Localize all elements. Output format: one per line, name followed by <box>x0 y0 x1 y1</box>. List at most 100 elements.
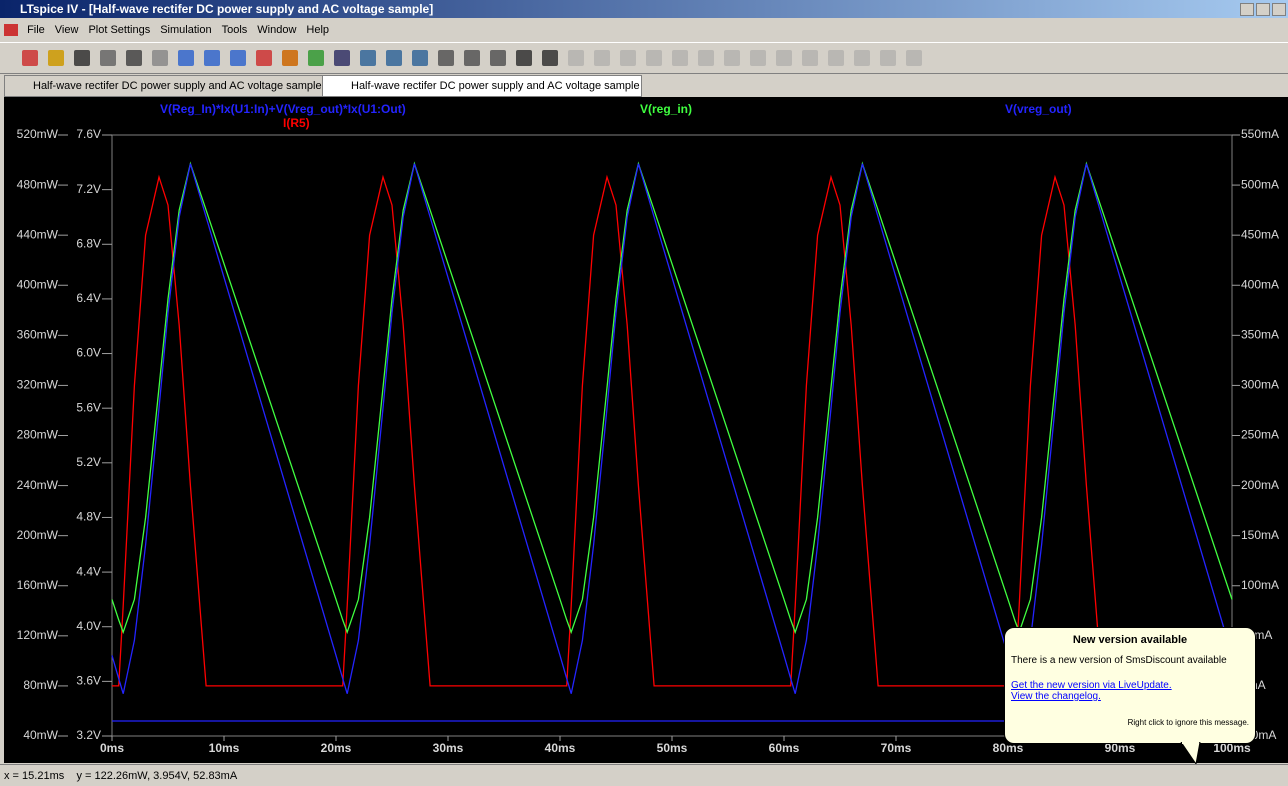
toolbar-button[interactable] <box>802 50 818 66</box>
trace-label: V(Reg_In)*Ix(U1:In)+V(Vreg_out)*Ix(U1:Ou… <box>160 102 406 116</box>
app-icon <box>4 24 18 37</box>
toolbar-button[interactable] <box>74 50 90 66</box>
toolbar-button[interactable] <box>126 50 142 66</box>
toolbar-button[interactable] <box>360 50 376 66</box>
y2-tick-label: 550mA <box>1241 127 1279 141</box>
toolbar-button[interactable] <box>490 50 506 66</box>
x-tick-label: 20ms <box>321 741 352 755</box>
x-tick-label: 70ms <box>881 741 912 755</box>
y-tick-label: 6.4V <box>76 291 101 305</box>
y-tick-label: 5.6V <box>76 400 101 414</box>
toolbar-button[interactable] <box>516 50 532 66</box>
y3-tick-label: 80mW <box>23 678 58 692</box>
toolbar-button[interactable] <box>464 50 480 66</box>
y2-tick-label: 350mA <box>1241 328 1279 342</box>
y3-tick-label: 160mW <box>17 578 59 592</box>
close-button[interactable] <box>1272 3 1286 16</box>
link[interactable]: View the changelog. <box>1011 691 1101 702</box>
y2-tick-label: 200mA <box>1241 478 1279 492</box>
x-tick-label: 10ms <box>209 741 240 755</box>
status-bar: x = 15.21ms y = 122.26mW, 3.954V, 52.83m… <box>0 764 1288 786</box>
menu-item[interactable]: Help <box>306 24 330 36</box>
y3-tick-label: 320mW <box>17 378 59 392</box>
toolbar-button[interactable] <box>282 50 298 66</box>
trace-label: I(R5) <box>283 116 310 130</box>
y-tick-label: 7.2V <box>76 182 101 196</box>
tab[interactable]: Half-wave rectifer DC power supply and A… <box>4 75 324 97</box>
toolbar-button[interactable] <box>178 50 194 66</box>
toolbar-button[interactable] <box>152 50 168 66</box>
x-tick-label: 100ms <box>1213 741 1251 755</box>
menu-bar: File View Plot Settings Simulation Tools Wind… <box>0 20 1288 40</box>
notification-balloon[interactable]: New version available There is a new ver… <box>1004 627 1256 744</box>
menu-item[interactable]: Tools <box>221 24 248 36</box>
x-tick-label: 40ms <box>545 741 576 755</box>
toolbar-button[interactable] <box>646 50 662 66</box>
toolbar-button[interactable] <box>334 50 350 66</box>
tab[interactable]: Half-wave rectifer DC power supply and A… <box>322 75 642 97</box>
y3-tick-label: 40mW <box>23 728 58 742</box>
x-tick-label: 50ms <box>657 741 688 755</box>
toolbar-button[interactable] <box>412 50 428 66</box>
trace-label: V(reg_in) <box>640 102 692 116</box>
menu-item[interactable]: File <box>27 24 45 36</box>
title-bar: LTspice IV - [Half-wave rectifer DC powe… <box>0 0 1288 18</box>
window-title: LTspice IV - [Half-wave rectifer DC powe… <box>20 2 434 16</box>
y-tick-label: 7.6V <box>76 127 101 141</box>
toolbar-button[interactable] <box>750 50 766 66</box>
toolbar-button[interactable] <box>776 50 792 66</box>
y3-tick-label: 120mW <box>17 628 59 642</box>
y3-tick-label: 200mW <box>17 528 59 542</box>
maximize-button[interactable] <box>1256 3 1270 16</box>
y2-tick-label: 250mA <box>1241 428 1279 442</box>
y3-tick-label: 520mW <box>17 127 59 141</box>
toolbar-button[interactable] <box>256 50 272 66</box>
menu-item[interactable]: Plot Settings <box>88 24 151 36</box>
toolbar-button[interactable] <box>568 50 584 66</box>
trace-label: V(vreg_out) <box>1005 102 1072 116</box>
toolbar-button[interactable] <box>230 50 246 66</box>
toolbar-button[interactable] <box>620 50 636 66</box>
toolbar-button[interactable] <box>100 50 116 66</box>
y3-tick-label: 480mW <box>17 177 59 191</box>
toolbar-button[interactable] <box>542 50 558 66</box>
x-tick-label: 60ms <box>769 741 800 755</box>
toolbar-button[interactable] <box>854 50 870 66</box>
toolbar-button[interactable] <box>672 50 688 66</box>
y3-tick-label: 280mW <box>17 428 59 442</box>
toolbar-button[interactable] <box>48 50 64 66</box>
toolbar-button[interactable] <box>828 50 844 66</box>
toolbar-button[interactable] <box>438 50 454 66</box>
y2-tick-label: 500mA <box>1241 177 1279 191</box>
y2-tick-label: 150mA <box>1241 528 1279 542</box>
toolbar-button[interactable] <box>906 50 922 66</box>
x-tick-label: 80ms <box>993 741 1024 755</box>
y-tick-label: 4.8V <box>76 510 101 524</box>
toolbar-button[interactable] <box>594 50 610 66</box>
toolbar-button[interactable] <box>308 50 324 66</box>
toolbar-button[interactable] <box>22 50 38 66</box>
y-tick-label: 6.0V <box>76 346 101 360</box>
y3-tick-label: 440mW <box>17 227 59 241</box>
y2-tick-label: 400mA <box>1241 277 1279 291</box>
y-tick-label: 6.8V <box>76 236 101 250</box>
toolbar-button[interactable] <box>880 50 896 66</box>
toolbar-button[interactable] <box>204 50 220 66</box>
waveform-plot: 0ms 10ms 20ms 30ms 40ms 50ms 60ms 70ms 80ms 90ms 1… <box>4 97 1288 763</box>
tab-bar: Half-wave rectifer DC power supply and A… <box>0 74 1288 97</box>
menu-item[interactable]: View <box>54 24 79 36</box>
notification-message: There is a new version of SmsDiscount av… <box>1011 655 1227 666</box>
toolbar-button[interactable] <box>698 50 714 66</box>
link[interactable]: Get the new version via LiveUpdate. <box>1011 680 1172 691</box>
minimize-button[interactable] <box>1240 3 1254 16</box>
toolbar-button[interactable] <box>386 50 402 66</box>
y-tick-label: 3.6V <box>76 674 101 688</box>
menu-item[interactable]: Window <box>257 24 297 36</box>
x-tick-label: 30ms <box>433 741 464 755</box>
toolbar-button[interactable] <box>724 50 740 66</box>
menu-item[interactable]: Simulation <box>160 24 212 36</box>
y2-tick-label: 300mA <box>1241 378 1279 392</box>
y-tick-label: 5.2V <box>76 455 101 469</box>
notification-hint: Right click to ignore this message. <box>1127 718 1249 727</box>
